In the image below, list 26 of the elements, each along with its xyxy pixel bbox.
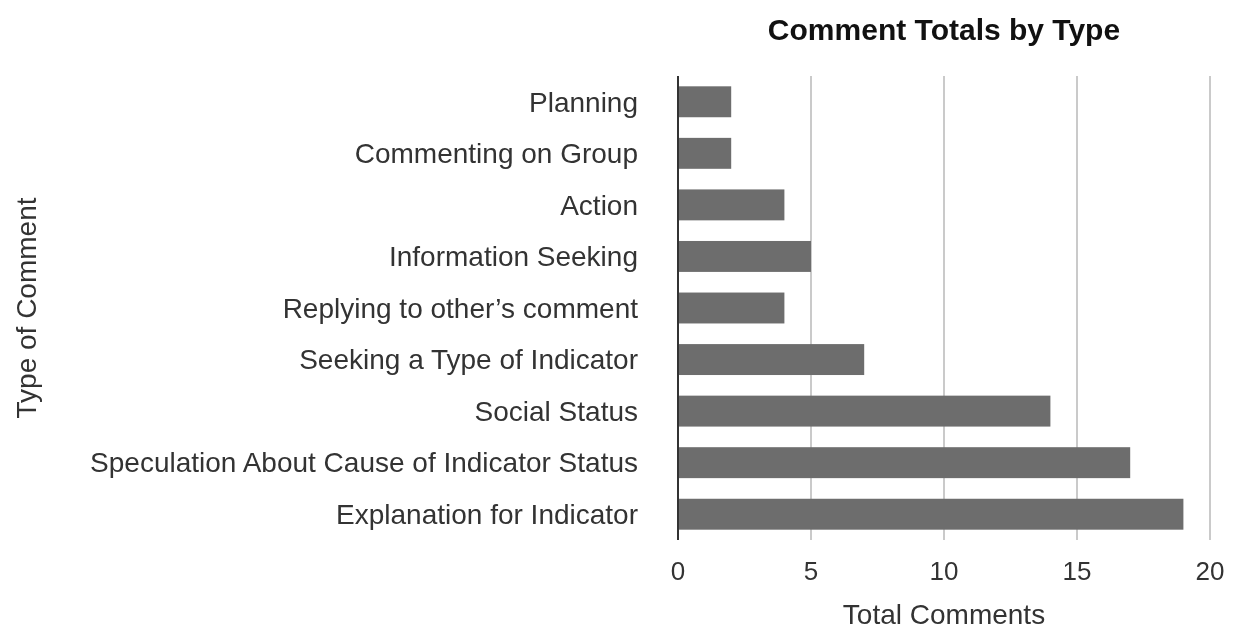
bar (678, 292, 785, 324)
bar (678, 498, 1184, 530)
y-tick-label: Explanation for Indicator (336, 499, 638, 531)
y-tick-label: Social Status (474, 395, 638, 427)
bar (678, 137, 732, 169)
bar (678, 447, 1131, 479)
x-tick-label: 20 (1195, 556, 1225, 586)
bar (678, 344, 865, 376)
y-axis-title: Type of Comment (11, 197, 42, 419)
bar (678, 240, 811, 272)
x-tick-label: 5 (803, 556, 819, 586)
chart-title: Comment Totals by Type (767, 13, 1121, 46)
y-tick-label: Planning (529, 86, 638, 118)
x-tick-label: 0 (670, 556, 686, 586)
bar (678, 189, 785, 221)
x-tick-label: 10 (929, 556, 959, 586)
bar (678, 86, 732, 118)
y-tick-label: Action (560, 189, 638, 221)
x-tick-label: 15 (1062, 556, 1092, 586)
y-tick-label: Commenting on Group (354, 138, 638, 170)
y-tick-label: Seeking a Type of Indicator (299, 344, 638, 376)
x-axis-title: Total Comments (842, 599, 1046, 630)
bar (678, 395, 1051, 427)
y-tick-label: Information Seeking (388, 241, 638, 273)
y-tick-label: Speculation About Cause of Indicator Status (90, 447, 638, 479)
y-tick-label: Replying to other’s comment (282, 292, 639, 324)
